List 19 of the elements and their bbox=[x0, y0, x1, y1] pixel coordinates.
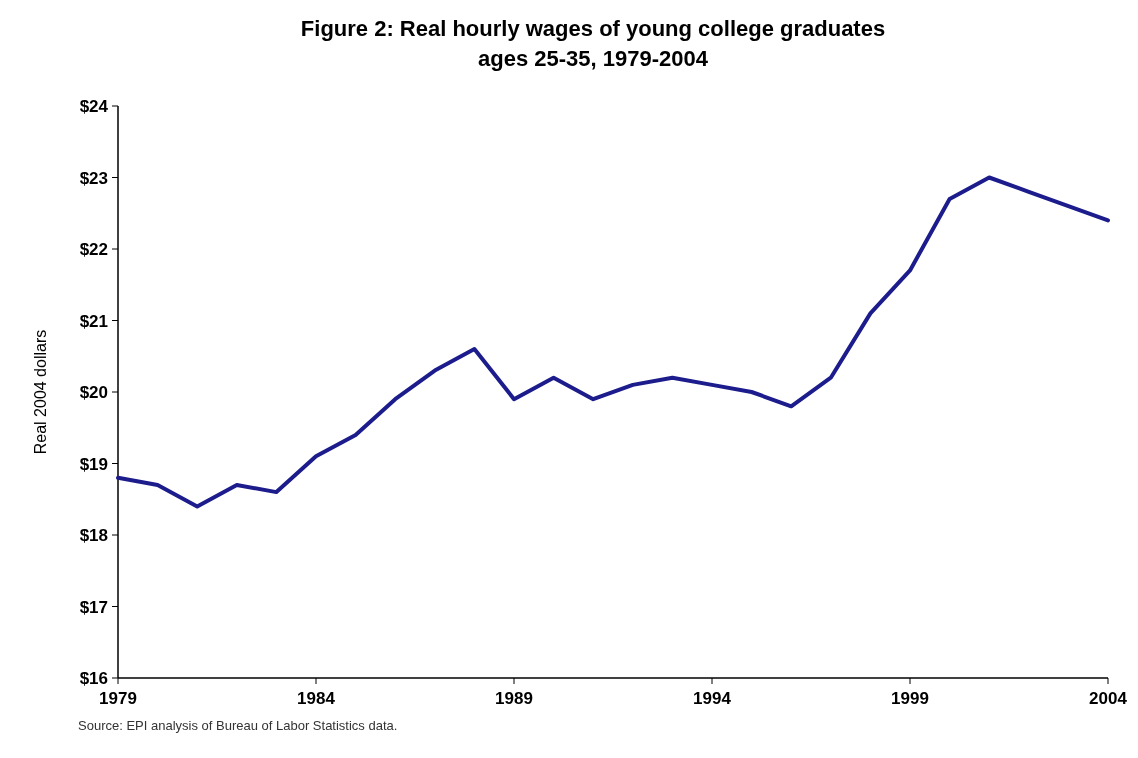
y-tick-label: $21 bbox=[79, 311, 108, 331]
x-tick-label: 1999 bbox=[891, 689, 929, 708]
x-tick-label: 1989 bbox=[495, 689, 533, 708]
x-tick-label: 2004 bbox=[1089, 689, 1128, 708]
y-tick-label: $24 bbox=[79, 97, 109, 116]
y-tick-label: $20 bbox=[79, 383, 108, 402]
y-tick-label: $22 bbox=[79, 240, 108, 259]
y-tick-label: $17 bbox=[79, 597, 108, 617]
y-tick-label: $16 bbox=[79, 669, 108, 688]
x-tick-label: 1979 bbox=[99, 689, 137, 708]
x-tick-label: 1994 bbox=[693, 689, 732, 708]
y-axis-title: Real 2004 dollars bbox=[32, 329, 49, 455]
chart-title: Figure 2: Real hourly wages of young college graduates ages 25-35, 1979-2004 bbox=[300, 16, 886, 71]
source-note: Source: EPI analysis of Bureau of Labor Statistics data. bbox=[78, 718, 398, 733]
y-tick-label: $19 bbox=[79, 454, 108, 474]
y-tick-label: $23 bbox=[79, 168, 108, 188]
y-tick-label: $18 bbox=[79, 526, 108, 545]
line-series bbox=[116, 175, 1110, 509]
x-tick-label: 1984 bbox=[297, 689, 336, 708]
